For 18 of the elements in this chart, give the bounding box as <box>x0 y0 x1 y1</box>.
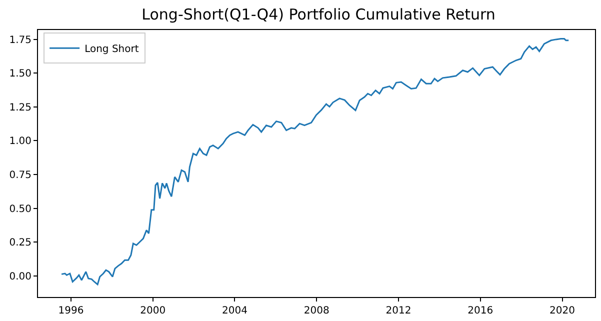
y-tick-label: 0.75 <box>9 170 32 182</box>
x-tick-label: 2004 <box>222 306 248 316</box>
chart-title: Long-Short(Q1-Q4) Portfolio Cumulative Return <box>142 6 496 24</box>
y-tick-label: 1.75 <box>9 34 32 46</box>
x-tick-label: 2012 <box>386 306 412 316</box>
x-tick-label: 2016 <box>468 306 494 316</box>
x-tick-label: 2020 <box>550 306 575 316</box>
x-tick-label: 2008 <box>304 306 330 316</box>
line-series <box>60 38 570 286</box>
y-tick-label: 1.00 <box>9 136 32 148</box>
x-tick-label: 2000 <box>140 306 166 316</box>
legend-label: Long Short <box>84 44 139 56</box>
y-tick-label: 0.50 <box>9 204 32 215</box>
y-tick-label: 1.25 <box>9 102 32 114</box>
y-tick-label: 1.50 <box>9 68 32 80</box>
y-tick-label: 0.25 <box>9 238 32 249</box>
y-tick-label: 0.00 <box>9 271 32 282</box>
x-tick-label: 1996 <box>58 306 84 316</box>
